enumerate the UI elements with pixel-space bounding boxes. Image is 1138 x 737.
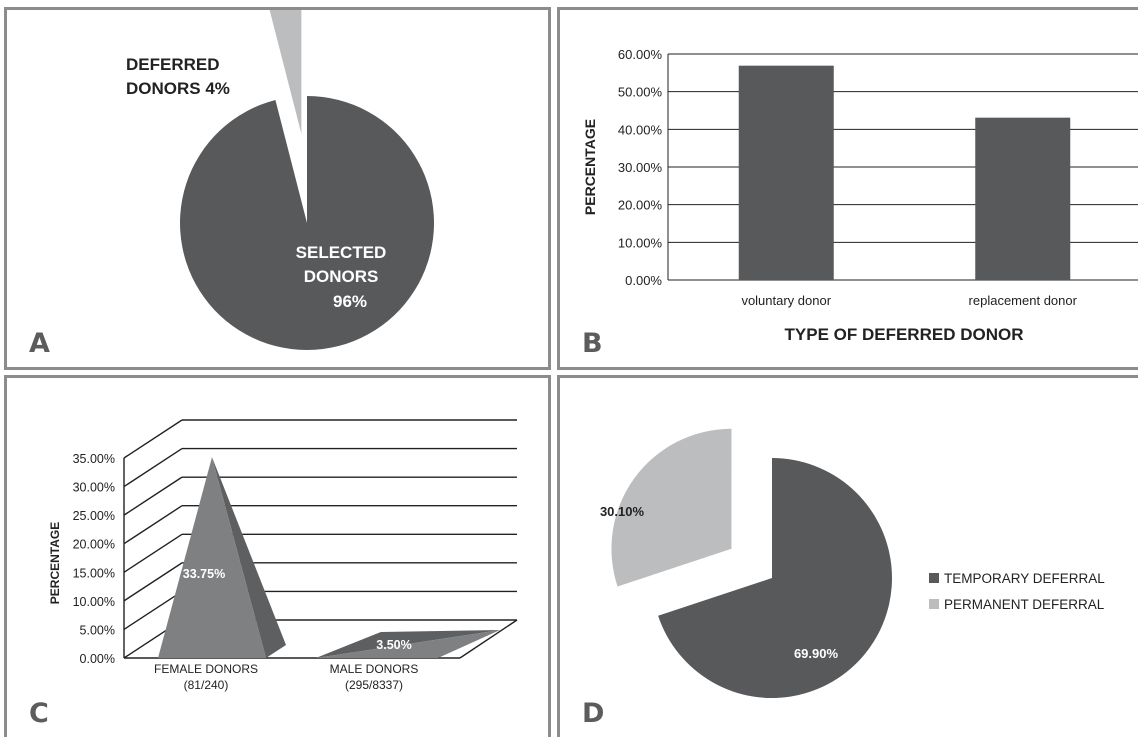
x-tick-label: FEMALE DONORS — [154, 662, 258, 676]
grid-side — [123, 419, 183, 459]
y-tick-label: 35.00% — [73, 452, 115, 466]
chart-panel-c: 0.00% 5.00% 10.00% 15.00% 20.00% 25.00% 30.00%… — [4, 375, 551, 737]
x-tick-label: (295/8337) — [345, 678, 403, 692]
x-tick-label: replacement donor — [969, 293, 1078, 308]
slice-label-temporary: 69.90% — [794, 646, 839, 661]
y-tick-label: 0.00% — [80, 652, 115, 666]
grid-side — [123, 505, 183, 545]
bar-0 — [738, 65, 834, 280]
legend-label: TEMPORARY DEFERRAL — [944, 571, 1105, 586]
slice-label-line: DONORS — [304, 267, 379, 286]
y-tick-label: 10.00% — [73, 595, 115, 609]
y-tick-label: 15.00% — [73, 566, 115, 580]
x-tick-label: voluntary donor — [741, 293, 831, 308]
y-tick-label: 5.00% — [80, 623, 115, 637]
y-tick-label: 20.00% — [618, 198, 663, 213]
y-tick-label: 40.00% — [618, 122, 663, 137]
grid-side — [123, 533, 183, 573]
legend-label: PERMANENT DEFERRAL — [944, 597, 1105, 612]
pyramid-front-1 — [316, 630, 500, 658]
data-label: 3.50% — [376, 638, 411, 652]
pie-slice-0 — [179, 96, 434, 350]
chart-panel-a: SELECTED DONORS 96% DEFERRED DONORS 4% A — [4, 7, 551, 370]
pyramid-front-0 — [158, 457, 266, 658]
grid-side — [123, 476, 183, 516]
slice-label-line: SELECTED — [296, 243, 387, 262]
legend-swatch-1 — [929, 599, 939, 609]
slice-label-selected: SELECTED DONORS 96% — [296, 243, 387, 311]
pie-slice-1 — [269, 10, 302, 134]
slice-label-deferred: DEFERRED DONORS 4% — [126, 55, 230, 98]
x-tick-label: MALE DONORS — [330, 662, 419, 676]
floor-side — [459, 619, 518, 659]
y-tick-label: 10.00% — [618, 235, 663, 250]
y-tick-label: 60.00% — [618, 47, 663, 62]
pyramid-chart-c: 0.00% 5.00% 10.00% 15.00% 20.00% 25.00% 30.00%… — [48, 419, 518, 692]
y-tick-label: 0.00% — [625, 273, 662, 288]
panel-letter-d: D — [582, 698, 605, 729]
panel-letter-b: B — [582, 328, 603, 359]
y-axis-title: PERCENTAGE — [582, 119, 598, 215]
slice-label-line: DEFERRED — [126, 55, 220, 74]
pie-chart-d: 69.90% 30.10% TEMPORARY DEFERRAL PERMANENT … — [600, 428, 1105, 698]
panel-letter-c: C — [29, 698, 49, 729]
slice-label-line: 96% — [333, 292, 367, 311]
y-axis-title: PERCENTAGE — [48, 522, 62, 604]
data-label: 33.75% — [183, 567, 225, 581]
grid-side — [123, 562, 183, 602]
grid-side — [123, 590, 183, 631]
y-tick-label: 20.00% — [73, 538, 115, 552]
pie-chart-a: SELECTED DONORS 96% DEFERRED DONORS 4% — [126, 10, 434, 350]
y-tick-label: 50.00% — [618, 85, 663, 100]
slice-label-permanent: 30.10% — [600, 504, 645, 519]
bar-1 — [975, 117, 1071, 280]
pie-slice-0 — [658, 458, 892, 698]
grid-side — [123, 447, 183, 488]
y-tick-label: 30.00% — [73, 481, 115, 495]
pie-slice-1 — [611, 428, 732, 587]
panel-letter-a: A — [29, 328, 50, 359]
chart-panel-d: 69.90% 30.10% TEMPORARY DEFERRAL PERMANENT … — [557, 375, 1138, 737]
x-tick-label: (81/240) — [184, 678, 229, 692]
slice-label-line: DONORS 4% — [126, 79, 230, 98]
pyramid-side-0 — [212, 457, 286, 658]
y-tick-label: 30.00% — [618, 160, 663, 175]
bar-chart-b: 0.00% 10.00% 20.00% 30.00% 40.00% 50.00% 60.00… — [582, 47, 1138, 344]
legend-swatch-0 — [929, 573, 939, 583]
y-tick-label: 25.00% — [73, 509, 115, 523]
x-axis-title: TYPE OF DEFERRED DONOR — [785, 325, 1024, 344]
chart-panel-b: 0.00% 10.00% 20.00% 30.00% 40.00% 50.00% 60.00… — [557, 7, 1138, 370]
